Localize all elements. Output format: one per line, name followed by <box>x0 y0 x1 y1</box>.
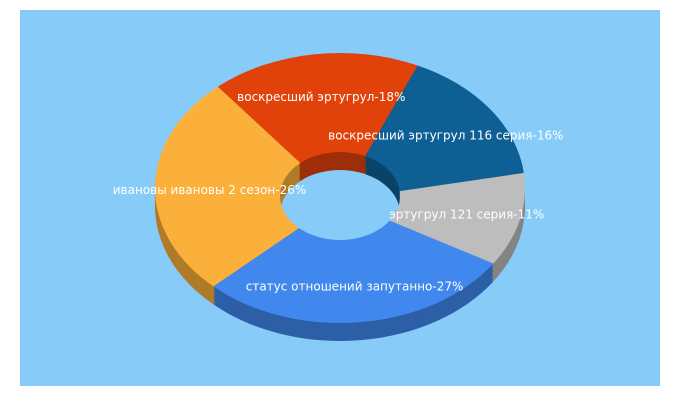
slice-label: эртугрул 121 серия-11% <box>389 207 544 221</box>
slice <box>213 220 494 323</box>
slice <box>154 86 301 287</box>
slice <box>217 53 418 163</box>
slice-label: воскресший эртугрул-18% <box>237 90 405 104</box>
slice <box>365 65 524 192</box>
slice-label: воскресший эртугрул 116 серия-16% <box>328 129 563 143</box>
slice-label: ивановы ивановы 2 сезон-26% <box>113 183 307 197</box>
slice-label: статус отношений запутанно-27% <box>246 279 464 293</box>
slice <box>389 172 525 264</box>
